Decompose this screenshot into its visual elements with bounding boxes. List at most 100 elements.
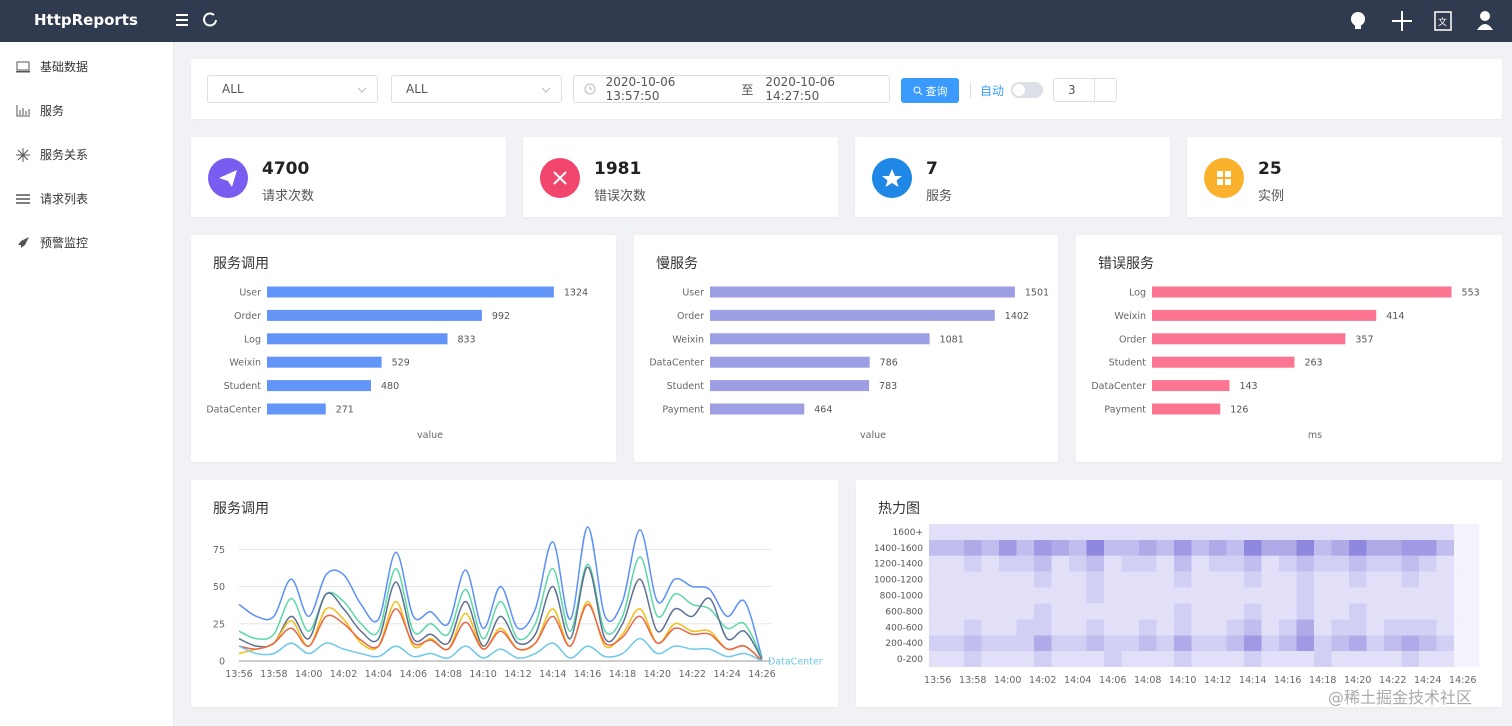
heat-cell	[1051, 539, 1069, 556]
heat-cell	[981, 555, 999, 572]
heat-cell	[1121, 635, 1139, 652]
nav-item[interactable]: 服务关系	[16, 146, 88, 163]
bar	[1152, 403, 1221, 415]
heat-cell	[1244, 603, 1262, 620]
heat-cell	[1331, 555, 1349, 572]
x-tick-label: 13:56	[924, 675, 951, 686]
bar	[267, 333, 448, 345]
heat-cell	[1016, 571, 1034, 588]
value-label: 414	[1386, 311, 1404, 322]
heat-cell	[1384, 619, 1402, 636]
heat-cell	[1366, 524, 1384, 540]
heat-cell	[1174, 651, 1192, 667]
bar	[267, 309, 482, 321]
heat-cell	[1419, 524, 1437, 540]
chart-title: 服务调用	[213, 256, 269, 272]
nav-item[interactable]: 预警监控	[16, 234, 88, 251]
x-tick-label: 13:56	[225, 669, 252, 680]
category-label: Weixin	[1114, 311, 1146, 322]
nav-label: 服务	[40, 104, 65, 118]
heat-cell	[1331, 619, 1349, 636]
heat-cell	[1366, 571, 1384, 588]
heat-cell	[1104, 539, 1122, 556]
heat-cell	[999, 603, 1017, 620]
nav-item[interactable]: 服务	[16, 102, 64, 119]
category-label: User	[239, 288, 261, 299]
heat-cell	[1174, 524, 1192, 540]
heat-cell	[1086, 603, 1104, 620]
heat-cell	[1349, 603, 1367, 620]
heat-cell	[929, 539, 947, 556]
bar	[710, 380, 870, 392]
heat-cell	[1261, 635, 1279, 652]
heat-cell	[1279, 555, 1297, 572]
heat-cell	[999, 571, 1017, 588]
heat-cell	[1366, 555, 1384, 572]
line-series	[238, 566, 763, 660]
heat-cell	[1086, 571, 1104, 588]
header-icons[interactable]: 文	[1348, 9, 1498, 33]
date-range[interactable]: 2020-10-06 13:57:50 至 2020-10-06 14:27:5…	[573, 75, 890, 103]
heat-cell	[1104, 603, 1122, 620]
line-series	[238, 603, 763, 662]
heat-cell	[1191, 571, 1209, 588]
heat-cell	[1016, 539, 1034, 556]
heat-cell	[1034, 619, 1052, 636]
value-label: 1081	[940, 334, 964, 345]
instance-select[interactable]: ALL	[391, 75, 562, 103]
x-tick-label: 14:10	[1169, 675, 1196, 686]
heat-cell	[1016, 587, 1034, 604]
heat-cell	[1436, 635, 1454, 652]
heat-cell	[1454, 635, 1472, 652]
heat-cell	[1226, 651, 1244, 667]
axis-label: ms	[1308, 430, 1322, 441]
y-tick-label: 0-200	[897, 655, 923, 665]
heat-cell	[981, 587, 999, 604]
heat-cell	[1051, 651, 1069, 667]
x-tick-label: 14:14	[539, 669, 566, 680]
heat-cell	[964, 524, 982, 540]
start-date: 2020-10-06 13:57:50	[605, 75, 676, 103]
query-button[interactable]: 查询	[901, 78, 959, 103]
heat-cell	[1261, 619, 1279, 636]
heat-cell	[999, 524, 1017, 540]
heat-cell	[1069, 539, 1087, 556]
y-tick-label: 25	[213, 619, 225, 630]
heat-cell	[1226, 524, 1244, 540]
heat-cell	[1261, 539, 1279, 556]
heat-cell	[1121, 571, 1139, 588]
heat-cell	[1349, 587, 1367, 604]
heat-cell	[1279, 587, 1297, 604]
divider	[970, 82, 971, 98]
toolbar-icons[interactable]	[174, 12, 222, 28]
nav-item[interactable]: 请求列表	[16, 190, 88, 207]
category-label: Payment	[662, 405, 704, 416]
service-select[interactable]: ALL	[207, 75, 378, 103]
heat-cell	[1314, 635, 1332, 652]
series-label: DataCenter	[768, 657, 823, 668]
heat-cell	[999, 619, 1017, 636]
heat-cell	[1296, 587, 1314, 604]
heat-cell	[1419, 571, 1437, 588]
heat-cell	[1331, 539, 1349, 556]
auto-label: 自动	[980, 84, 1005, 98]
interval-input[interactable]: 3	[1053, 78, 1117, 102]
bar	[710, 309, 995, 321]
auto-toggle[interactable]	[1011, 82, 1043, 98]
heat-cell	[1191, 555, 1209, 572]
heat-cell	[981, 571, 999, 588]
category-label: DataCenter	[1091, 381, 1146, 392]
heat-cell	[1401, 635, 1419, 652]
y-tick-label: 1600+	[893, 528, 923, 538]
heat-cell	[1314, 524, 1332, 540]
heat-cell	[946, 539, 964, 556]
heat-cell	[1279, 539, 1297, 556]
heat-cell	[964, 603, 982, 620]
filter-bar: ALL ALL 2020-10-06 13:57:50 至 2020-10-06…	[191, 59, 1502, 119]
heat-cell	[1174, 587, 1192, 604]
category-label: Student	[1109, 358, 1147, 369]
nav-item[interactable]: 基础数据	[16, 58, 88, 75]
heat-cell	[999, 555, 1017, 572]
category-label: Order	[1119, 334, 1146, 345]
